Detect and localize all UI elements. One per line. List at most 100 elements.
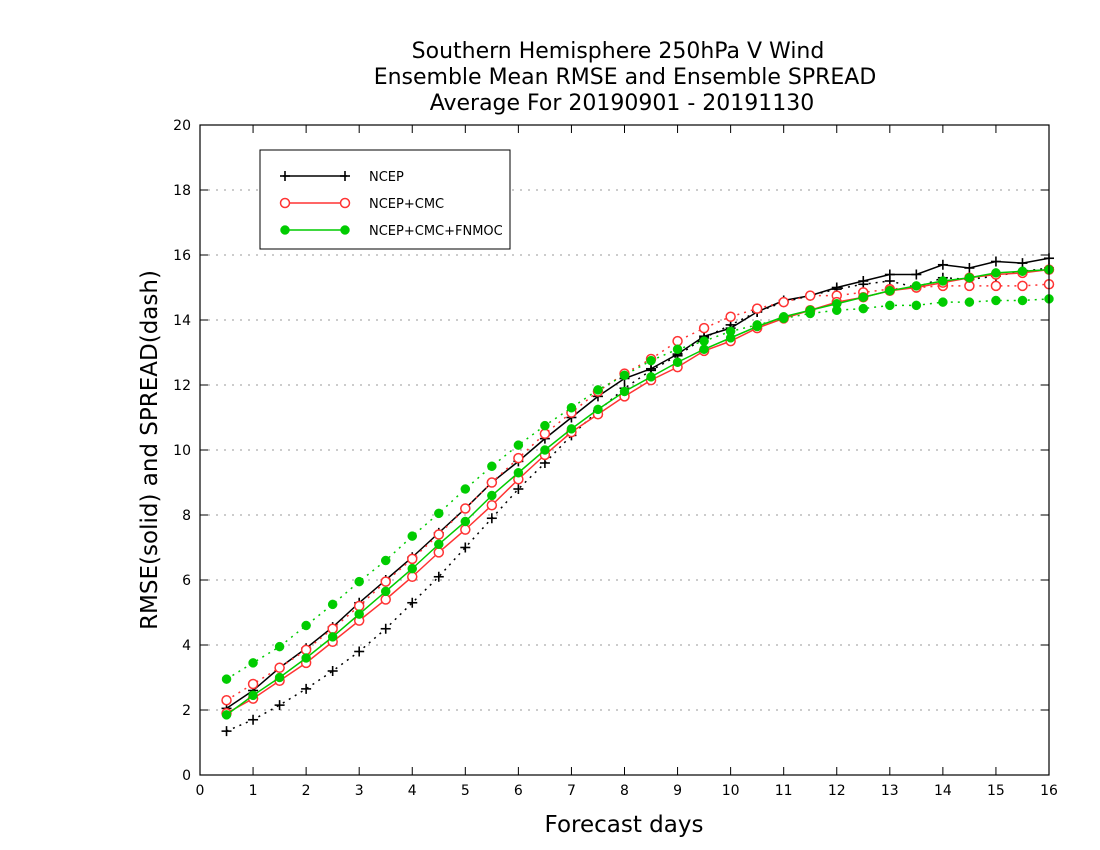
data-point bbox=[327, 599, 338, 610]
data-point bbox=[380, 586, 391, 597]
x-tick-label: 15 bbox=[987, 783, 1005, 799]
data-point bbox=[340, 171, 350, 181]
data-point bbox=[247, 678, 259, 690]
y-tick-label: 16 bbox=[173, 248, 191, 264]
data-point bbox=[990, 280, 1002, 292]
data-point bbox=[460, 542, 471, 553]
data-point bbox=[221, 726, 232, 737]
data-point bbox=[752, 321, 762, 332]
data-point bbox=[221, 710, 232, 720]
y-tick-label: 4 bbox=[182, 638, 191, 654]
data-point bbox=[340, 225, 350, 235]
data-point bbox=[460, 503, 471, 514]
data-point bbox=[672, 335, 683, 347]
data-point bbox=[407, 563, 417, 574]
x-tick-label: 5 bbox=[461, 783, 470, 799]
data-point bbox=[991, 268, 1001, 278]
x-tick-label: 11 bbox=[775, 783, 793, 799]
data-point bbox=[221, 695, 232, 706]
data-point bbox=[672, 344, 683, 354]
data-point bbox=[327, 666, 338, 676]
y-tick-label: 8 bbox=[182, 508, 191, 524]
data-point bbox=[593, 385, 603, 395]
data-point bbox=[885, 300, 895, 311]
data-point bbox=[619, 386, 630, 397]
data-point bbox=[938, 297, 948, 307]
data-point bbox=[751, 303, 763, 314]
data-point bbox=[646, 355, 656, 366]
data-point bbox=[280, 171, 290, 181]
data-point bbox=[911, 281, 922, 291]
data-point bbox=[911, 269, 922, 280]
data-point bbox=[280, 225, 290, 235]
legend-entries: NCEP NCEP+CMC NCEP+CMC+FNMOC bbox=[279, 170, 503, 239]
data-point bbox=[884, 269, 895, 280]
data-point bbox=[1017, 295, 1028, 306]
data-point bbox=[540, 420, 550, 431]
rmse-line bbox=[226, 268, 1050, 714]
data-point bbox=[566, 403, 577, 413]
data-point bbox=[566, 424, 577, 434]
data-point bbox=[274, 662, 285, 673]
x-tick-label: 13 bbox=[881, 783, 899, 799]
data-point bbox=[248, 658, 258, 668]
x-tick-label: 8 bbox=[620, 783, 629, 799]
chart-title: Southern Hemisphere 250hPa V Wind Ensemb… bbox=[374, 39, 877, 116]
data-point bbox=[487, 490, 497, 501]
data-point bbox=[991, 295, 1001, 306]
data-point bbox=[407, 531, 417, 541]
title-line-2: Ensemble Mean RMSE and Ensemble SPREAD bbox=[374, 65, 877, 90]
rmse-line bbox=[226, 268, 1050, 716]
data-point bbox=[513, 484, 524, 494]
data-point bbox=[513, 468, 524, 478]
data-point bbox=[964, 273, 975, 283]
y-tick-label: 18 bbox=[173, 183, 191, 199]
x-tick-label: 9 bbox=[673, 783, 682, 799]
x-tick-label: 1 bbox=[249, 783, 258, 799]
series-layer bbox=[221, 253, 1055, 737]
data-point bbox=[353, 600, 365, 612]
x-tick-label: 12 bbox=[828, 783, 846, 799]
data-point bbox=[354, 576, 364, 587]
y-axis-label: RMSE(solid) and SPREAD(dash) bbox=[137, 270, 163, 630]
series-ncep bbox=[221, 253, 1054, 737]
data-point bbox=[539, 428, 551, 439]
data-point bbox=[248, 690, 258, 701]
data-point bbox=[274, 672, 285, 683]
data-point bbox=[725, 311, 736, 322]
data-point bbox=[487, 461, 497, 471]
x-axis-label: Forecast days bbox=[545, 812, 704, 838]
data-point bbox=[699, 344, 709, 354]
x-tick-label: 16 bbox=[1040, 783, 1058, 799]
data-point bbox=[460, 524, 471, 535]
data-point bbox=[937, 259, 948, 270]
series-ncep-cmc bbox=[221, 264, 1055, 719]
data-point bbox=[486, 477, 498, 488]
legend-entry: NCEP+CMC+FNMOC bbox=[280, 224, 503, 239]
rmse-line bbox=[226, 257, 1050, 709]
data-point bbox=[327, 632, 338, 642]
data-point bbox=[911, 300, 922, 311]
data-point bbox=[646, 372, 656, 382]
data-point bbox=[1017, 258, 1028, 269]
data-point bbox=[407, 571, 418, 582]
x-tick-label: 2 bbox=[302, 783, 311, 799]
x-tick-label: 6 bbox=[514, 783, 523, 799]
series-ncep-cmc-fnmoc bbox=[221, 264, 1054, 720]
data-point bbox=[380, 576, 391, 587]
data-point bbox=[434, 508, 444, 519]
data-point bbox=[540, 445, 550, 455]
legend-label: NCEP bbox=[369, 170, 404, 185]
data-point bbox=[407, 553, 418, 565]
x-tick-label: 0 bbox=[196, 783, 205, 799]
data-point bbox=[434, 539, 444, 549]
data-point bbox=[778, 296, 789, 308]
data-point bbox=[327, 623, 338, 634]
data-point bbox=[486, 500, 498, 511]
data-point bbox=[885, 286, 895, 296]
data-point bbox=[460, 484, 471, 494]
data-point bbox=[301, 653, 311, 663]
data-point bbox=[380, 594, 391, 605]
data-point bbox=[990, 256, 1001, 267]
axes: 0 1 2 3 4 5 6 7 8 9 10 11 12 13 14 15 160246810121416182… bbox=[173, 118, 1058, 799]
